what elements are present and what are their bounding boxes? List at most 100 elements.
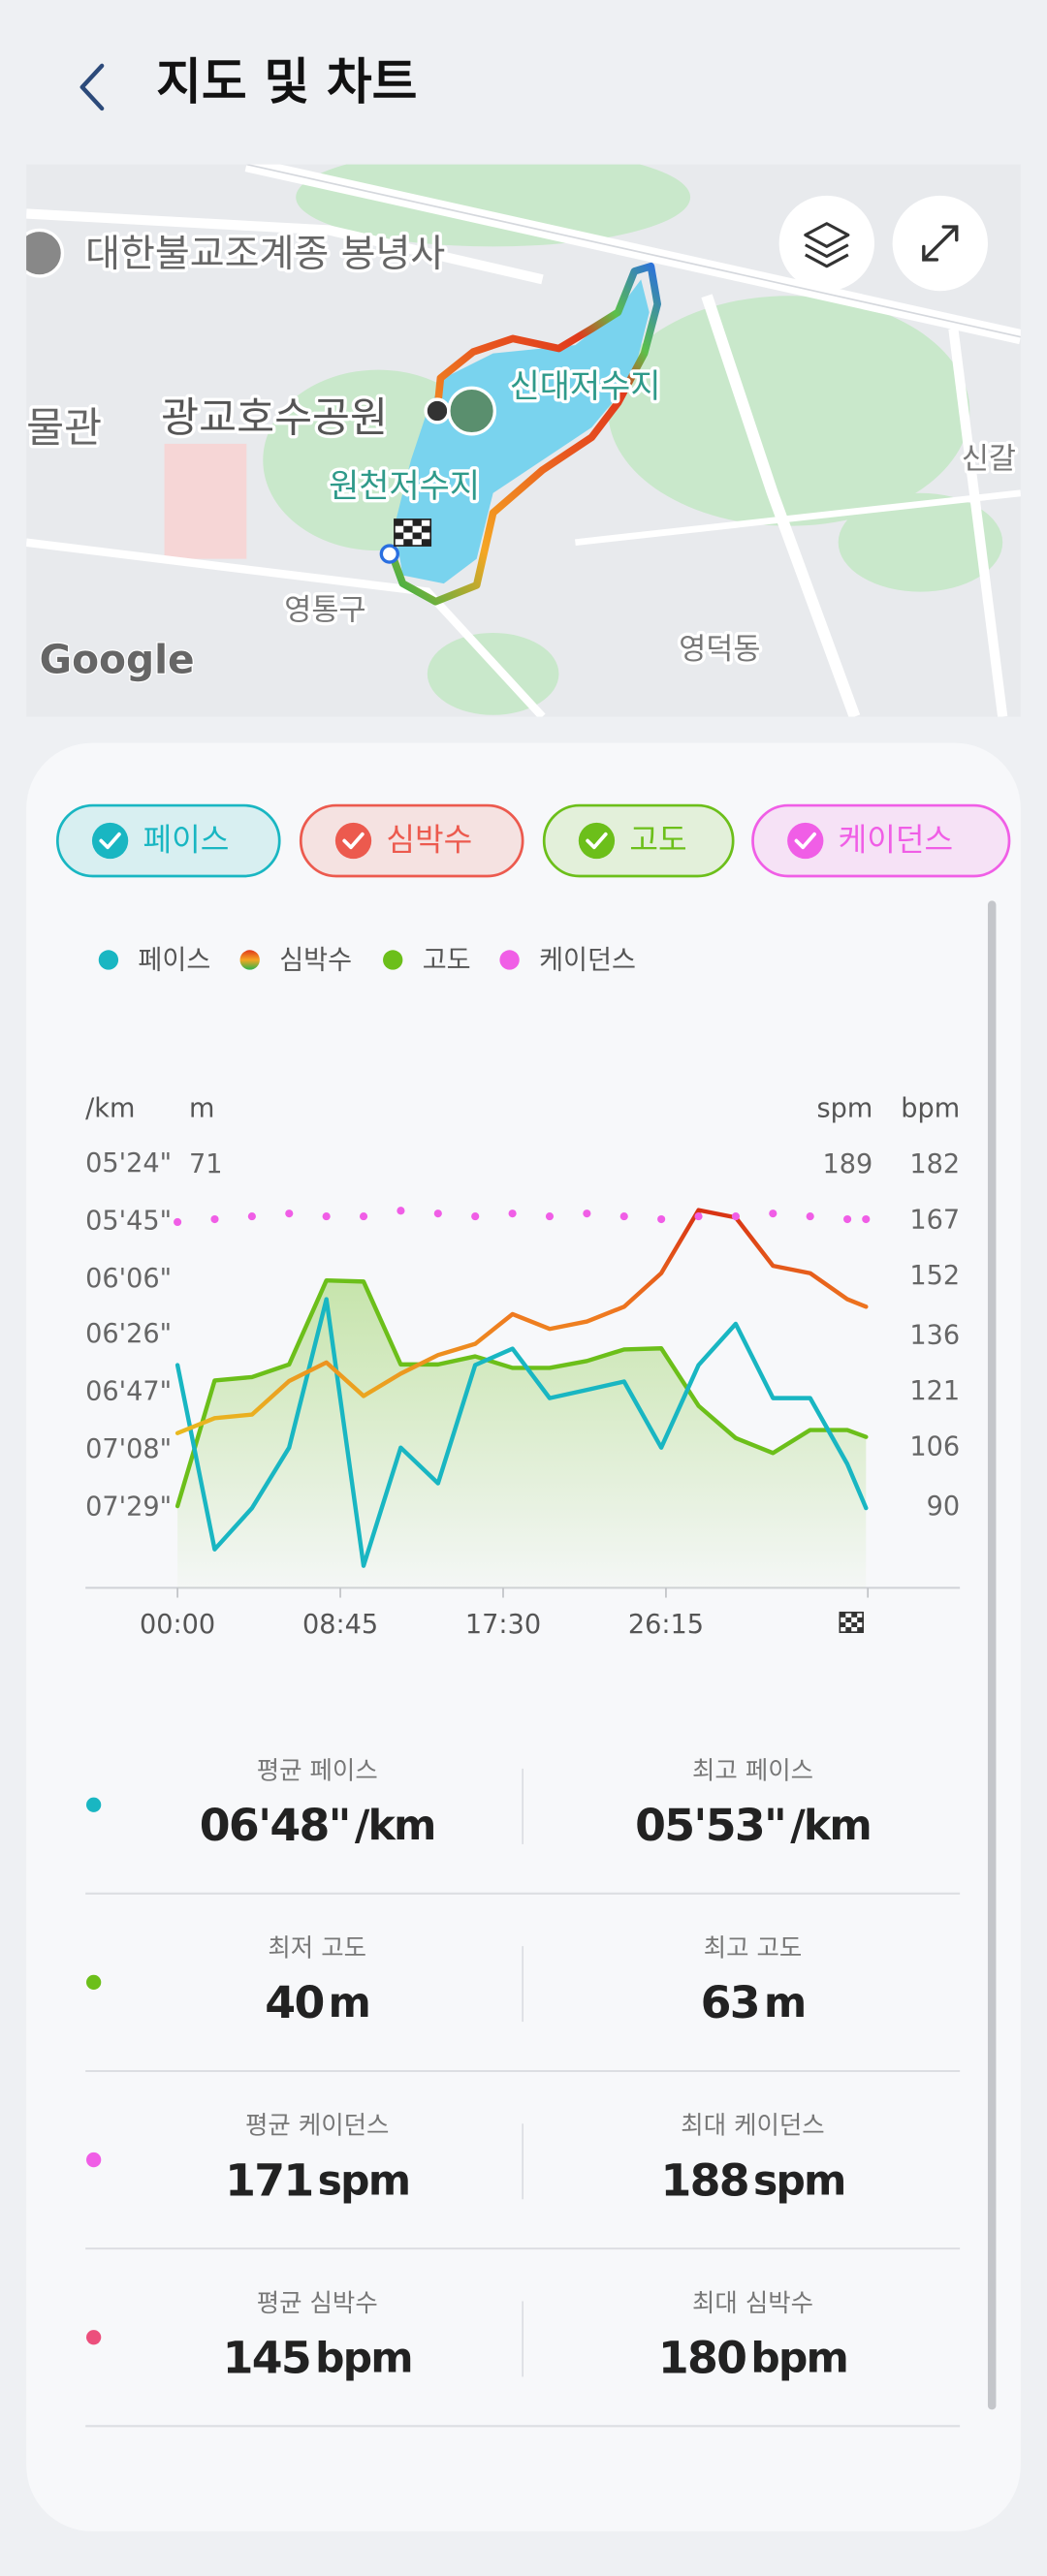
series-toggle[interactable]: 페이스 <box>55 803 281 878</box>
y-tick-label: 07'29" <box>85 1492 172 1523</box>
toggle-pill <box>751 803 1011 878</box>
map-label: 원천저수지 <box>329 467 480 505</box>
x-tick-label: 08:45 <box>302 1610 378 1640</box>
series-toggle[interactable]: 고도 <box>542 803 735 878</box>
cadence-dot <box>285 1209 294 1218</box>
map-road <box>246 164 1021 338</box>
map-road <box>948 328 1008 717</box>
chart: /km 05'24" 05'45" 06'06" 06'26" 06'47" 07'08" 0… <box>85 1093 961 1640</box>
axis-unit: m <box>189 1093 214 1123</box>
series-line <box>174 1277 869 1509</box>
stat-label: 최대 심박수 <box>692 2288 813 2317</box>
stat-dot <box>86 2152 102 2168</box>
map-park <box>608 296 970 526</box>
series-line <box>174 1297 869 1568</box>
map-attribution: Google <box>40 636 195 682</box>
check-mark <box>794 832 816 850</box>
back-button[interactable] <box>79 63 105 111</box>
x-tick-label: 17:30 <box>465 1610 541 1640</box>
legend-swatch <box>383 950 403 970</box>
stat-unit: /km <box>790 1801 871 1848</box>
stat-label: 최대 케이던스 <box>681 2111 824 2140</box>
stat-value: 188 spm <box>660 2154 844 2206</box>
y-tick-label: 152 <box>909 1261 960 1291</box>
toggle-check <box>91 822 129 860</box>
stat-dot <box>86 1797 102 1812</box>
stat-value: 171 spm <box>225 2154 409 2206</box>
check-mark <box>586 832 608 850</box>
y-tick-label: 106 <box>909 1432 960 1462</box>
cadence-dot <box>769 1209 777 1218</box>
cadence-dot <box>471 1212 480 1221</box>
axis-unit: /km <box>85 1093 135 1123</box>
finish-flag <box>394 518 432 547</box>
toggle-pill <box>542 803 735 878</box>
scrollbar <box>987 900 997 2410</box>
stat-label: 평균 심박수 <box>257 2288 378 2317</box>
toggle-check <box>787 822 824 860</box>
cadence-dot <box>433 1209 442 1218</box>
y-tick-label: 05'24" <box>85 1148 172 1178</box>
route-end <box>424 397 451 424</box>
park-pin <box>447 386 497 436</box>
map-road <box>26 538 546 717</box>
stat-label: 평균 페이스 <box>257 1755 378 1784</box>
map[interactable]: 대한불교조계종 봉녕사 광교호수공원 신대저수지 원천저수지 영통구 영덕동 신… <box>16 148 1021 717</box>
map-label: 영통구 <box>284 593 365 627</box>
stat-unit: spm <box>318 2156 410 2204</box>
cadence-dot <box>731 1212 740 1221</box>
x-tick-label: 26:15 <box>628 1610 704 1640</box>
series-line <box>174 1208 869 1435</box>
stat-number: 145 <box>223 2332 310 2383</box>
stat-unit: bpm <box>315 2334 412 2381</box>
chart-card <box>26 742 1021 2531</box>
stat-unit: /km <box>355 1801 435 1848</box>
stat-value: 145 bpm <box>223 2332 412 2383</box>
y-tick-label: 71 <box>189 1149 223 1179</box>
stat-unit: spm <box>753 2156 845 2204</box>
stat-label: 최고 페이스 <box>692 1755 813 1784</box>
y-tick-label: 189 <box>823 1149 873 1179</box>
map-label: 물관 <box>26 404 102 452</box>
page-title: 지도 및 차트 <box>156 53 417 110</box>
toggle-row: 페이스 심박수 고도 케이던스 <box>55 803 1011 878</box>
map-road <box>701 294 861 717</box>
stat-dot <box>86 1974 102 1991</box>
finish-flag <box>839 1611 864 1633</box>
cadence-dot <box>247 1212 256 1221</box>
y-tick-label: 07'08" <box>85 1434 172 1464</box>
series-toggle[interactable]: 심박수 <box>299 803 524 878</box>
legend-label: 심박수 <box>279 946 352 976</box>
stat-number: 06'48" <box>200 1799 350 1850</box>
axis-unit: spm <box>817 1093 873 1123</box>
map-label: 신대저수지 <box>510 367 661 405</box>
y-tick-label: 182 <box>909 1149 960 1179</box>
legend-swatch <box>98 950 119 970</box>
route-start <box>379 544 399 564</box>
cadence-dot <box>545 1212 555 1221</box>
cadence-dot <box>210 1214 219 1224</box>
stat-unit: bpm <box>750 2334 847 2381</box>
stat-number: 05'53" <box>635 1799 785 1850</box>
toggle-check <box>578 822 616 860</box>
cadence-dot <box>583 1209 591 1218</box>
cadence-dot <box>359 1212 368 1221</box>
map-label: 신갈 <box>962 442 1016 476</box>
stat-label: 최고 고도 <box>704 1932 803 1962</box>
cadence-dot <box>843 1214 852 1224</box>
stat-value: 40 m <box>265 1977 369 2028</box>
expand-button[interactable] <box>892 195 988 292</box>
route <box>387 262 661 606</box>
series-toggle[interactable]: 케이던스 <box>751 803 1011 878</box>
x-tick-label: 00:00 <box>140 1610 215 1640</box>
stat-value: 06'48"/km <box>200 1799 435 1850</box>
stat-value: 180 bpm <box>658 2332 847 2383</box>
cadence-dot <box>174 1217 182 1227</box>
map-lake <box>394 279 650 584</box>
cadence-dot <box>619 1212 628 1221</box>
layers-button[interactable] <box>778 195 874 292</box>
toggle-label: 심박수 <box>386 821 472 858</box>
legend-label: 케이던스 <box>539 946 636 976</box>
map-road <box>575 489 1021 547</box>
